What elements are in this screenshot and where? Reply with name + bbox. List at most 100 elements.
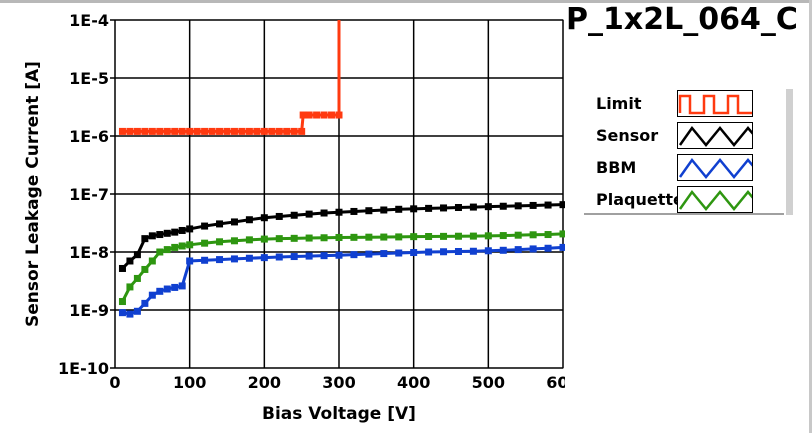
sensor-point [529, 201, 537, 209]
bbm-point [133, 307, 141, 315]
sensor-point [335, 208, 343, 216]
sensor-point [425, 204, 433, 212]
sensor-point [350, 207, 358, 215]
bbm-point [126, 310, 134, 318]
bbm-point [201, 256, 209, 264]
bbm-point [440, 248, 448, 256]
plaquette-point [171, 243, 179, 251]
plaquette-point [350, 233, 358, 241]
plaquette-point [410, 233, 418, 241]
sensor-point [230, 218, 238, 226]
bbm-point [216, 256, 224, 264]
bbm-point [186, 257, 194, 265]
limit-point [201, 127, 209, 135]
sensor-point [245, 216, 253, 224]
legend-swatch-zigzag-icon [677, 154, 753, 181]
legend-label: Limit [596, 94, 642, 113]
sensor-point [216, 220, 224, 228]
plaquette-point [514, 231, 522, 239]
limit-point [275, 127, 283, 135]
y-tick-label: 1E-5 [69, 69, 109, 88]
bbm-point [484, 247, 492, 255]
leakage-current-chart: 0 100 200 300 400 500 600 1E-4 1E-5 1E-6 1E-7 1E-8 1… [23, 11, 565, 424]
bbm-point [410, 249, 418, 257]
y-tick-label: 1E-7 [69, 185, 109, 204]
bbm-point [275, 253, 283, 261]
bbm-point [148, 291, 156, 299]
chart-title: P_1x2L_064_C [566, 2, 798, 37]
bbm-point [499, 246, 507, 254]
limit-point [171, 127, 179, 135]
y-tick-label: 1E-4 [69, 11, 109, 30]
limit-point [126, 127, 134, 135]
bbm-point [260, 254, 268, 262]
bbm-point [544, 244, 552, 252]
x-axis-label: Bias Voltage [V] [262, 404, 416, 424]
y-tick-label: 1E-8 [69, 243, 109, 262]
tick-labels: 0 100 200 300 400 500 600 1E-4 1E-5 1E-6 1E-7 1E-8 1… [58, 11, 565, 392]
limit-point [238, 127, 246, 135]
limit-point [163, 127, 171, 135]
legend-item-limit[interactable]: Limit [584, 89, 784, 119]
plaquette-point [148, 257, 156, 265]
bbm-point [395, 249, 403, 257]
plaquette-point [305, 234, 313, 242]
bbm-point [290, 253, 298, 261]
legend-label: Plaquette [596, 190, 684, 209]
bbm-point [178, 282, 186, 290]
plaquette-point [230, 237, 238, 245]
sensor-point [365, 207, 373, 215]
series-layer [118, 20, 565, 318]
sensor-point [514, 202, 522, 210]
bbm-point [230, 255, 238, 263]
limit-point [290, 127, 298, 135]
series-bbm [118, 243, 565, 318]
plaquette-point [454, 232, 462, 240]
plaquette-point [163, 246, 171, 254]
x-tick-label: 200 [248, 373, 281, 392]
plaquette-point [499, 232, 507, 240]
plaquette-point [320, 234, 328, 242]
legend-item-bbm[interactable]: BBM [584, 153, 784, 183]
limit-point [320, 111, 328, 119]
sensor-point [380, 206, 388, 214]
legend-item-plaquette[interactable]: Plaquette [584, 185, 784, 215]
bbm-point [163, 285, 171, 293]
sensor-point [148, 232, 156, 240]
window-frame-top [0, 0, 812, 3]
sensor-point [305, 210, 313, 218]
bbm-point [171, 283, 179, 291]
bbm-point [350, 251, 358, 259]
plot-legend[interactable]: Limit Sensor BBM Plaquette [584, 89, 784, 215]
plaquette-point [335, 233, 343, 241]
bbm-point [305, 252, 313, 260]
plaquette-point [275, 235, 283, 243]
sensor-point [118, 264, 126, 272]
sensor-point [499, 202, 507, 210]
sensor-point [454, 204, 462, 212]
limit-point [328, 111, 336, 119]
plaquette-point [290, 234, 298, 242]
bbm-point [559, 243, 565, 251]
plaquette-point [529, 231, 537, 239]
legend-scrollbar[interactable] [786, 89, 793, 215]
plaquette-point [365, 233, 373, 241]
bbm-point [454, 248, 462, 256]
plaquette-point [484, 232, 492, 240]
legend-label: BBM [596, 158, 637, 177]
limit-point [118, 127, 126, 135]
sensor-point [275, 212, 283, 220]
bbm-point [245, 254, 253, 262]
x-tick-label: 100 [173, 373, 206, 392]
sensor-point [320, 209, 328, 217]
limit-point [186, 127, 194, 135]
plaquette-point [544, 231, 552, 239]
x-tick-label: 300 [322, 373, 355, 392]
legend-item-sensor[interactable]: Sensor [584, 121, 784, 151]
series-limit [118, 20, 343, 135]
sensor-point [290, 211, 298, 219]
limit-point [283, 127, 291, 135]
limit-point [335, 111, 343, 119]
bbm-point [380, 250, 388, 258]
sensor-point [440, 204, 448, 212]
